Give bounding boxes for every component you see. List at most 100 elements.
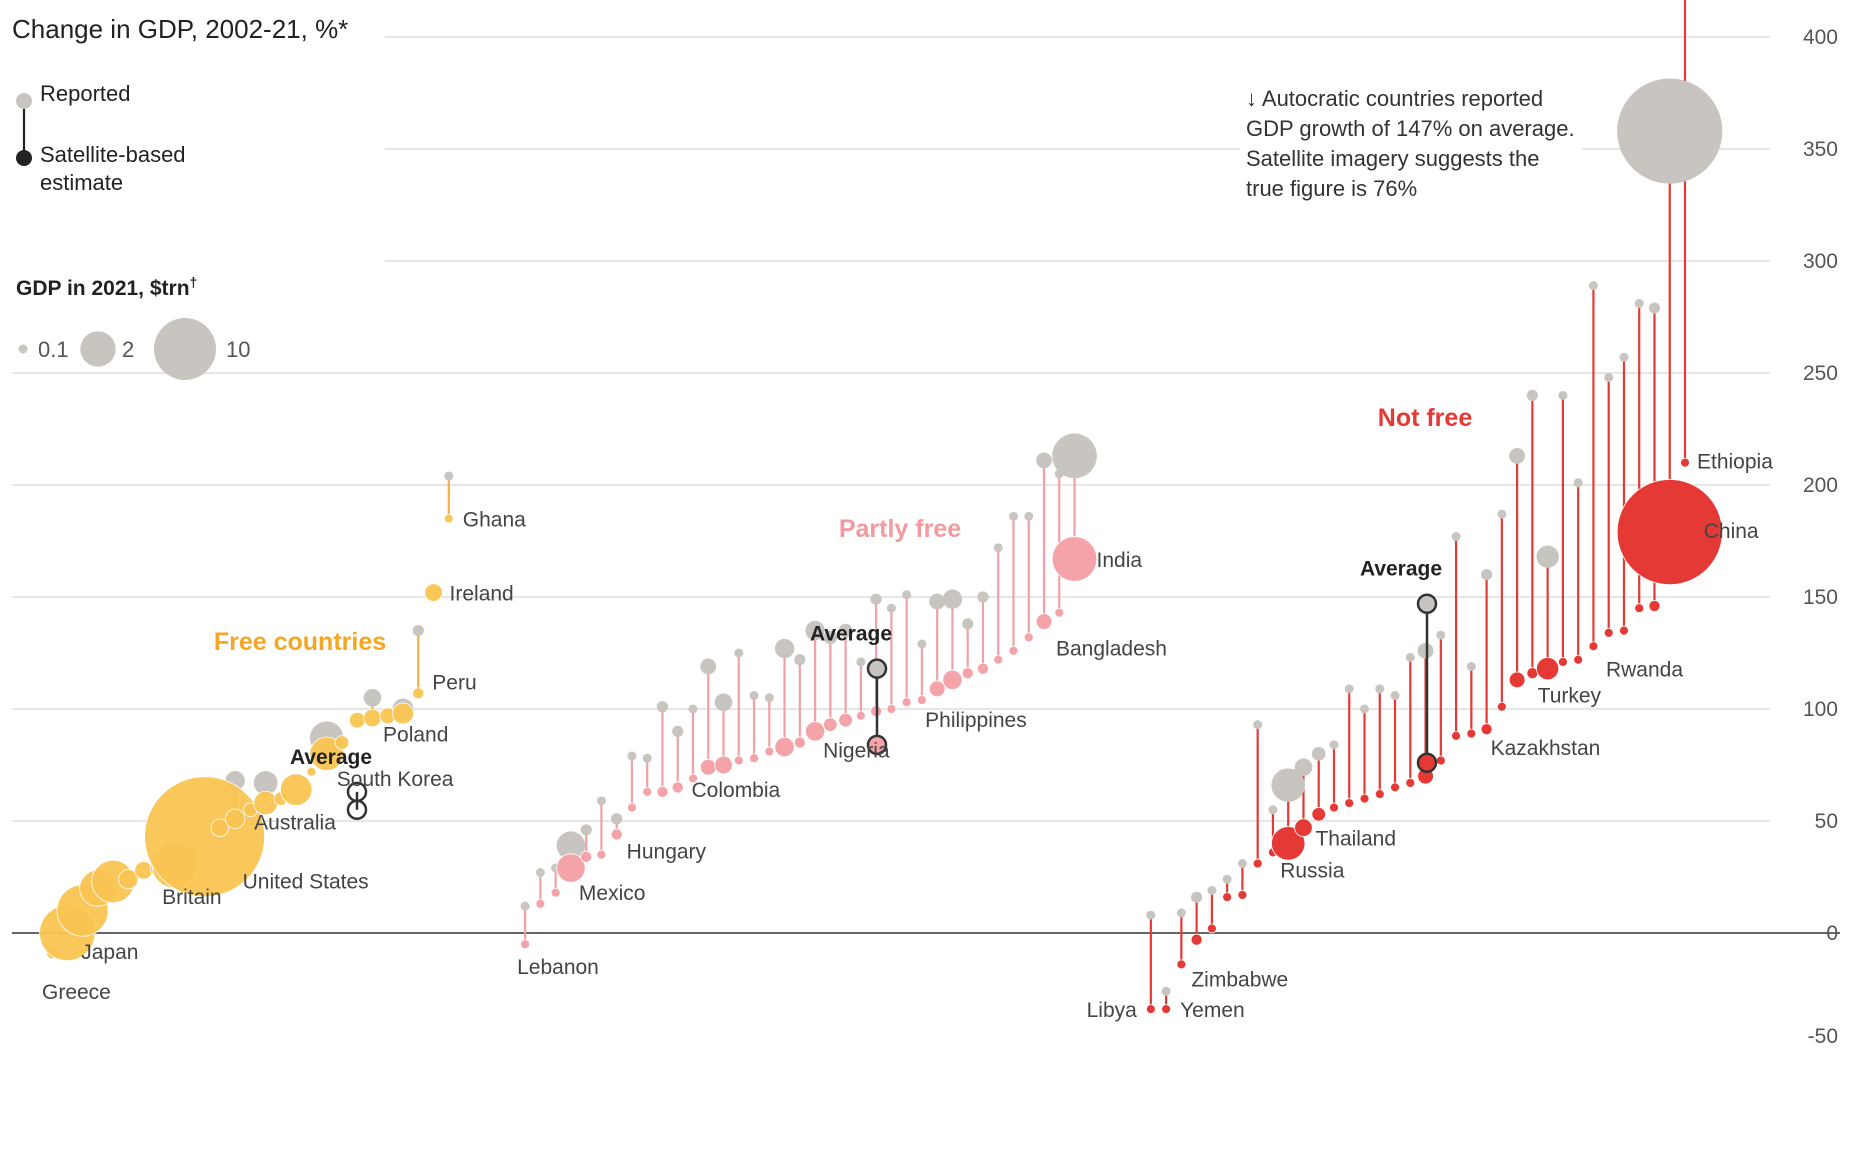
reported-dot — [1311, 746, 1326, 761]
y-tick-label: 300 — [1803, 250, 1838, 273]
country-label: Russia — [1280, 859, 1345, 882]
satellite-dot — [1271, 826, 1306, 861]
reported-dot — [556, 831, 586, 860]
satellite-dot — [1435, 755, 1446, 766]
satellite-dot — [805, 721, 826, 742]
average-label: Average — [810, 623, 892, 646]
satellite-dot — [656, 785, 669, 798]
reported-dot — [1558, 390, 1568, 400]
reported-dot — [1466, 661, 1476, 671]
country-label: Libya — [1087, 999, 1138, 1022]
country-label: Hungary — [627, 840, 707, 863]
satellite-dot — [749, 753, 759, 764]
y-tick-label: -50 — [1808, 1025, 1838, 1048]
reported-dot — [520, 901, 530, 911]
country-label: Mexico — [579, 882, 646, 905]
satellite-dot — [348, 711, 366, 729]
reported-dot — [917, 639, 927, 649]
reported-dot — [886, 603, 896, 613]
country-label: Nigeria — [823, 739, 890, 762]
satellite-dot — [1536, 657, 1560, 681]
reported-dot — [774, 638, 795, 659]
y-axis-ticks: -50050100150200250300350400450 — [1803, 26, 1838, 1048]
satellite-dot — [1451, 730, 1461, 741]
size-legend-title: GDP in 2021, $trn† — [16, 268, 197, 303]
size-legend-title-text: GDP in 2021, $trn — [16, 277, 190, 300]
satellite-dot — [1145, 1004, 1156, 1015]
satellite-dot — [823, 717, 838, 732]
legend-size-medium — [80, 331, 116, 367]
satellite-dot — [309, 736, 344, 771]
y-tick-label: 150 — [1803, 586, 1838, 609]
reported-dot — [1417, 642, 1434, 659]
satellite-dot — [520, 939, 531, 950]
country-label: Peru — [432, 671, 476, 694]
reported-dot — [656, 701, 669, 713]
reported-dot — [1375, 684, 1385, 694]
reported-dot — [1360, 704, 1370, 714]
country-label: Australia — [254, 812, 336, 835]
reported-dot — [714, 693, 733, 712]
average-satellite-dot — [346, 799, 368, 821]
reported-dot — [1588, 281, 1598, 291]
satellite-dot — [774, 736, 795, 758]
reported-dot — [856, 657, 866, 667]
satellite-dot — [550, 887, 561, 898]
satellite-dot — [1190, 933, 1203, 946]
country-label: Rwanda — [1606, 659, 1683, 682]
country-label: Thailand — [1315, 828, 1396, 851]
satellite-dot — [424, 583, 443, 602]
reported-dot — [929, 593, 946, 610]
legend-reported-label: Reported — [40, 81, 131, 106]
satellite-dot — [699, 758, 717, 776]
reported-dot — [1207, 885, 1217, 895]
reported-dot — [1604, 372, 1614, 382]
legend-size-large — [154, 318, 216, 380]
country-label: Japan — [81, 941, 138, 964]
reported-dot — [363, 688, 382, 707]
average-reported-dot — [866, 658, 888, 679]
country-label: China — [1704, 520, 1759, 543]
country-label: Ireland — [450, 583, 514, 606]
satellite-dot — [917, 695, 927, 705]
size-label-small: 0.1 — [38, 337, 69, 362]
reported-dot — [977, 591, 989, 603]
reported-dot — [1036, 452, 1052, 469]
group-labels: Free countries Partly free Not free — [214, 404, 1472, 656]
y-tick-label: 100 — [1803, 698, 1838, 721]
country-label: India — [1097, 549, 1143, 572]
reported-dot — [794, 654, 806, 666]
reported-dot — [1509, 447, 1526, 464]
satellite-dot — [1588, 641, 1599, 652]
reported-dot — [1329, 740, 1339, 750]
satellite-dot — [392, 702, 414, 725]
satellite-dot — [1294, 818, 1313, 837]
satellite-dot — [942, 669, 963, 690]
satellite-dot — [793, 736, 806, 749]
satellite-dot — [596, 849, 607, 860]
y-tick-label: 250 — [1803, 362, 1838, 385]
reported-dot — [838, 623, 853, 638]
satellite-dot — [1344, 798, 1355, 808]
satellite-dot — [1634, 603, 1645, 614]
satellite-dot — [642, 786, 653, 797]
reported-dot — [1271, 768, 1305, 802]
reported-dot — [749, 691, 759, 701]
reported-dot — [1052, 433, 1097, 479]
legend-reported-dot — [16, 93, 32, 109]
average-satellite-dot — [1416, 752, 1438, 774]
reported-dot — [1451, 532, 1461, 542]
satellite-dot — [1603, 627, 1614, 638]
country-label: Turkey — [1538, 685, 1602, 708]
reported-dot — [1344, 684, 1354, 694]
reported-dot — [1146, 910, 1156, 920]
satellite-dot — [1252, 858, 1263, 869]
reported-dot — [1222, 874, 1232, 884]
satellite-dot — [144, 776, 265, 898]
satellite-dot — [671, 781, 684, 794]
satellite-dot — [1508, 671, 1526, 689]
reported-dot — [580, 824, 592, 836]
legend-satellite-dot — [16, 150, 32, 166]
satellite-dot — [733, 755, 744, 766]
